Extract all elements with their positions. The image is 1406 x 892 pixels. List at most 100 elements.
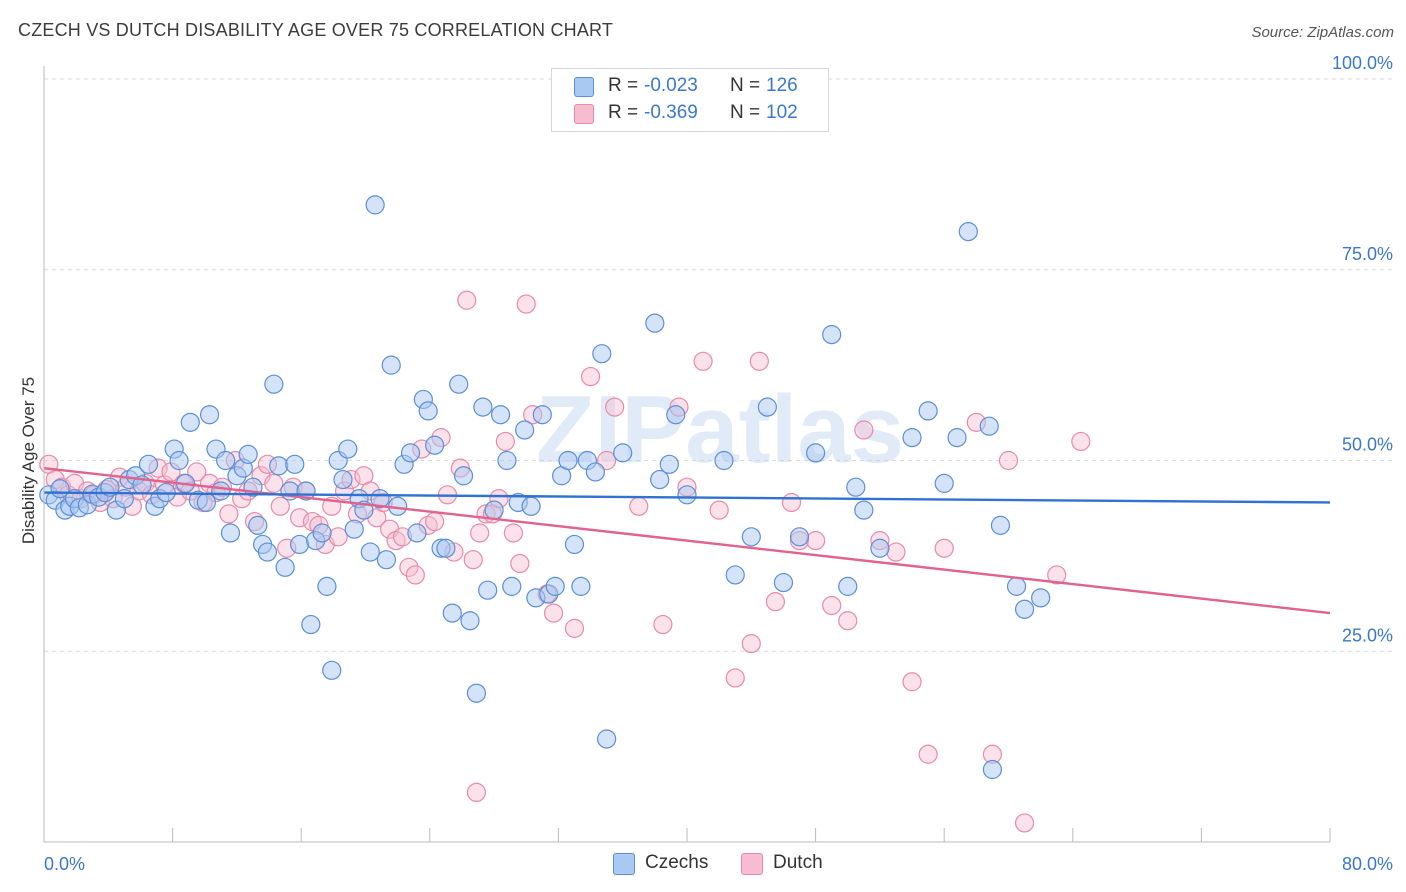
dutch-point (457, 290, 477, 310)
czechs-point (532, 405, 552, 425)
czechs-point (545, 576, 565, 596)
dutch-trend-line (43, 466, 1331, 615)
dutch-point (580, 366, 601, 387)
czechs-point (453, 466, 474, 486)
czechs-point (947, 428, 967, 448)
czechs-point (169, 450, 189, 471)
czechs-point (199, 405, 220, 425)
czechs-trend-line (43, 491, 1331, 504)
dutch-point (781, 492, 802, 513)
dutch-point (629, 496, 649, 516)
czechs-point (854, 500, 874, 520)
czechs-point (918, 401, 938, 421)
dutch-point (597, 450, 617, 471)
czechs-point (773, 572, 794, 593)
y-tick-label: 100.0% (1332, 53, 1393, 73)
y-tick-label: 75.0% (1342, 244, 1393, 264)
dutch-point (264, 473, 284, 493)
dutch-point (510, 553, 530, 574)
czechs-point (322, 660, 342, 680)
czechs-point (934, 473, 954, 493)
czechs-point (502, 576, 522, 596)
x-tick-label: 80.0% (1342, 854, 1393, 874)
czechs-swatch (613, 853, 635, 875)
legend-n-value: 102 (766, 102, 798, 123)
czechs-point (257, 542, 278, 562)
czechs-point (1031, 588, 1051, 608)
legend-r-label: R = (608, 102, 639, 123)
dutch-point (605, 397, 625, 417)
czechs-point (460, 611, 480, 631)
dutch-point (725, 668, 745, 688)
czechs-point (645, 313, 665, 333)
czechs-point (571, 576, 591, 596)
czechs-point (473, 397, 493, 417)
czechs-point (822, 325, 842, 345)
czechs-point (216, 450, 236, 471)
dutch-point (886, 542, 906, 562)
czechs-point (902, 428, 922, 448)
legend-n-label: N = (730, 102, 761, 123)
y-axis-title: Disability Age Over 75 (19, 377, 38, 544)
dutch-point (709, 500, 729, 520)
czechs-point (381, 355, 401, 375)
czechs-point (521, 496, 541, 516)
y-tick-label: 25.0% (1342, 625, 1393, 645)
czechs-point (376, 550, 396, 570)
czechs-point (484, 500, 504, 520)
czechs-point (418, 401, 438, 421)
czechs-point (982, 759, 1003, 780)
czechs-point (264, 374, 284, 394)
dutch-point (838, 611, 858, 631)
czechs-point (344, 519, 364, 539)
czechs-point (220, 523, 241, 543)
czechs-point (312, 523, 332, 543)
czechs-point (515, 420, 535, 440)
dutch-point (765, 592, 786, 612)
chart-title: CZECH VS DUTCH DISABILITY AGE OVER 75 CO… (18, 20, 614, 40)
czechs-point (564, 534, 585, 555)
czechs-point (180, 412, 200, 432)
czechs-point (757, 397, 777, 417)
dutch-point (399, 557, 419, 577)
legend-n-label: N = (730, 75, 761, 96)
dutch-point (516, 294, 536, 314)
legend-n-value: 126 (766, 75, 798, 96)
czechs-point (138, 454, 159, 474)
dutch-point (1071, 431, 1091, 452)
czechs-point (497, 450, 517, 471)
czechs-point (466, 683, 487, 703)
axis-layer: 25.0% 50.0% 75.0% 100.0% 0.0% 80.0% Disability… (19, 53, 1393, 874)
czechs-point (442, 603, 462, 623)
czechs-point (613, 443, 633, 463)
czechs-point (360, 542, 380, 562)
dutch-points (39, 290, 1091, 833)
czechs-point (449, 374, 469, 394)
czechs-point (338, 439, 358, 459)
bottom-legend-label: Dutch (773, 852, 823, 873)
dutch-point (495, 431, 515, 452)
dutch-point (328, 527, 348, 547)
czechs-point (789, 527, 810, 547)
czechs-point (870, 538, 890, 558)
legend-r-label: R = (608, 75, 639, 96)
dutch-swatch (574, 104, 594, 124)
czechs-point (979, 416, 999, 436)
czechs-point (990, 515, 1011, 535)
czechs-point (196, 492, 216, 513)
dutch-point (822, 595, 842, 616)
y-tick-label: 50.0% (1342, 435, 1393, 455)
czechs-point (958, 222, 978, 242)
czechs-point (269, 456, 289, 476)
grid-layer (44, 78, 1392, 652)
czechs-point (1014, 599, 1035, 619)
czechs-point (1006, 576, 1027, 596)
dutch-point (805, 531, 826, 551)
czechs-point (400, 443, 421, 463)
dutch-point (934, 538, 954, 558)
czechs-point (677, 485, 697, 505)
legend-r-value: -0.369 (644, 102, 698, 123)
dutch-point (187, 462, 207, 482)
czechs-point (211, 481, 231, 501)
